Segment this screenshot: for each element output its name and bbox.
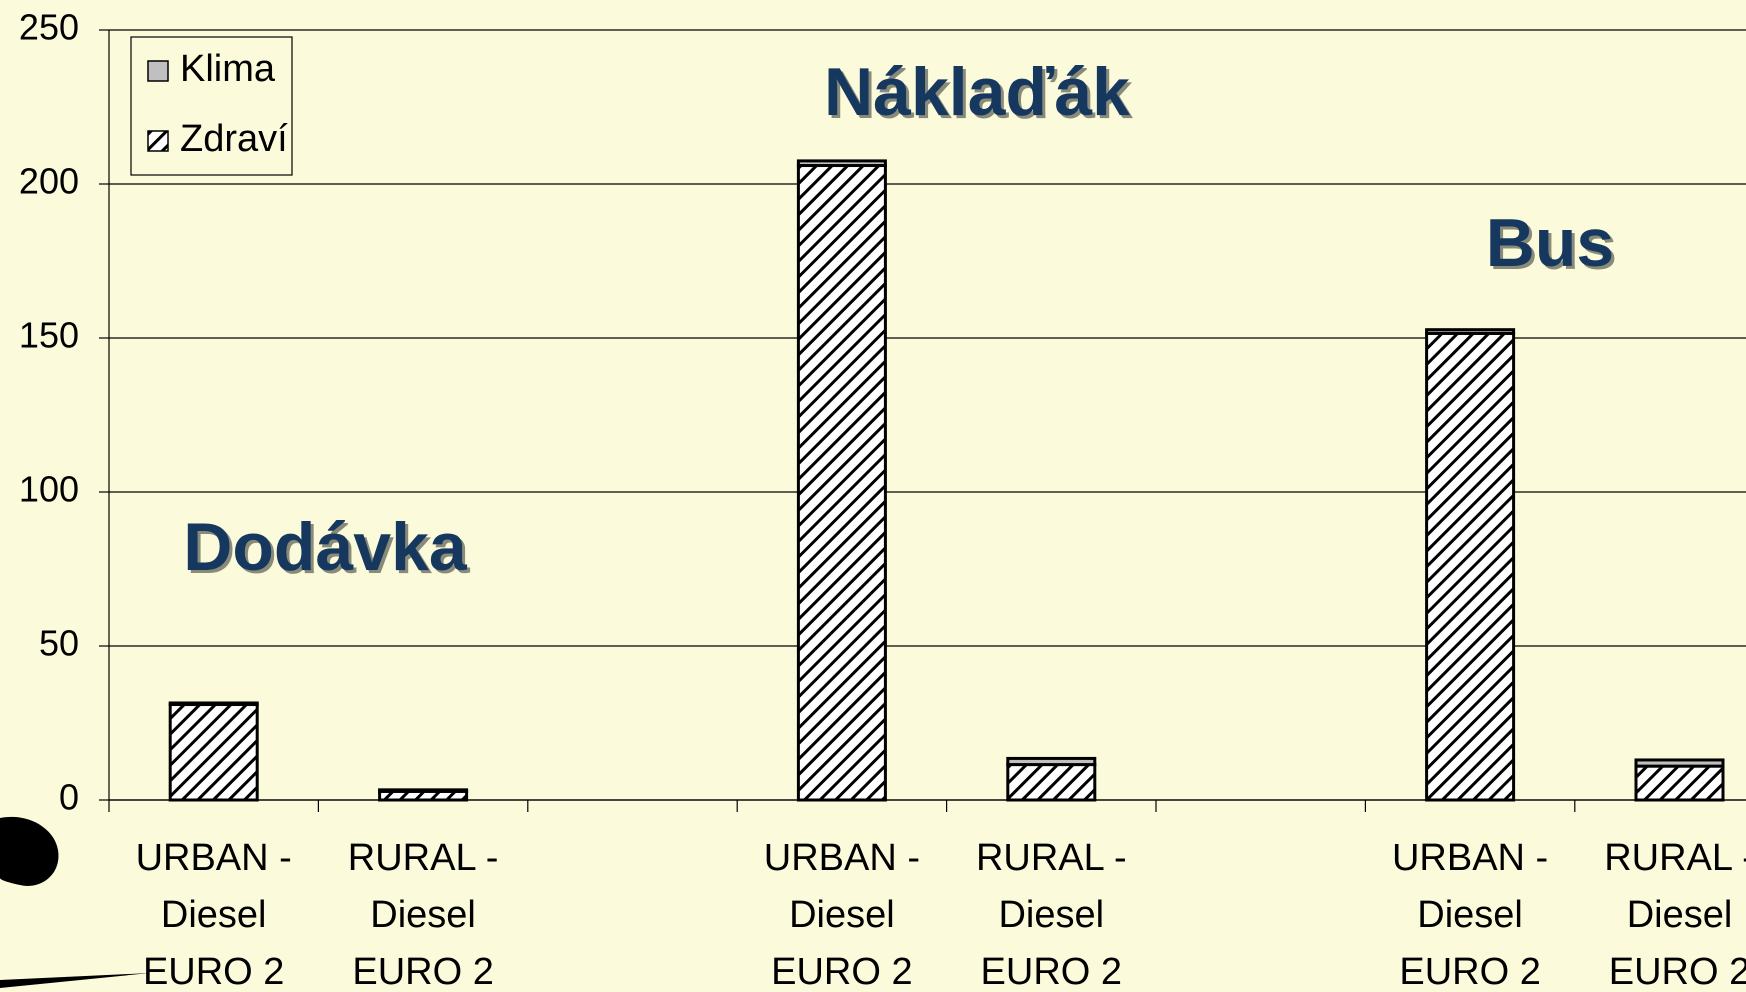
- bar-segment: [380, 790, 467, 792]
- x-tick-label: URBAN - Diesel EURO 2: [742, 830, 942, 992]
- x-tick-label-box: RURAL - Diesel EURO 2: [1580, 830, 1746, 992]
- x-tick-label-box: URBAN - Diesel EURO 2: [114, 830, 314, 992]
- bar-segment: [798, 166, 885, 800]
- annotation: Bus: [1486, 205, 1614, 281]
- bar-segment: [1427, 333, 1514, 800]
- x-tick-label-box: URBAN - Diesel EURO 2: [1370, 830, 1570, 992]
- y-tick-label: 0: [59, 777, 79, 818]
- legend-swatch: [148, 61, 168, 81]
- x-tick-label: URBAN - Diesel EURO 2: [1370, 830, 1570, 992]
- bar-segment: [1427, 330, 1514, 334]
- bar-segment: [1008, 758, 1095, 764]
- x-tick-label: RURAL - Diesel EURO 2: [951, 830, 1151, 992]
- bar-segment: [1008, 765, 1095, 800]
- x-tick-label: URBAN - Diesel EURO 2: [114, 830, 314, 992]
- annotation: Dodávka: [183, 509, 468, 585]
- bar-segment: [170, 703, 257, 705]
- y-tick-label: 200: [19, 161, 79, 202]
- bar-segment: [1636, 760, 1723, 766]
- y-tick-label: 50: [39, 623, 79, 664]
- y-tick-label: 250: [19, 7, 79, 48]
- y-tick-label: 100: [19, 469, 79, 510]
- legend-label: Klima: [180, 48, 276, 90]
- legend-label: Zdraví: [180, 118, 288, 160]
- x-tick-label: RURAL - Diesel EURO 2: [323, 830, 523, 992]
- x-tick-label-box: RURAL - Diesel EURO 2: [323, 830, 523, 992]
- chart: 050100150200250URBAN - Diesel EURO 2RURA…: [0, 0, 1746, 992]
- bar-segment: [170, 705, 257, 800]
- x-tick-label-box: RURAL - Diesel EURO 2: [951, 830, 1151, 992]
- bar-segment: [798, 161, 885, 166]
- page: 050100150200250URBAN - Diesel EURO 2RURA…: [0, 0, 1746, 992]
- bar-segment: [1636, 766, 1723, 800]
- legend: Klima Zdraví: [131, 37, 292, 175]
- annotation: Náklaďák: [824, 54, 1130, 130]
- x-tick-label: RURAL - Diesel EURO 2: [1580, 830, 1746, 992]
- legend-swatch: [148, 131, 168, 151]
- x-tick-label-box: URBAN - Diesel EURO 2: [742, 830, 942, 992]
- decoration: [0, 817, 58, 886]
- y-tick-label: 150: [19, 315, 79, 356]
